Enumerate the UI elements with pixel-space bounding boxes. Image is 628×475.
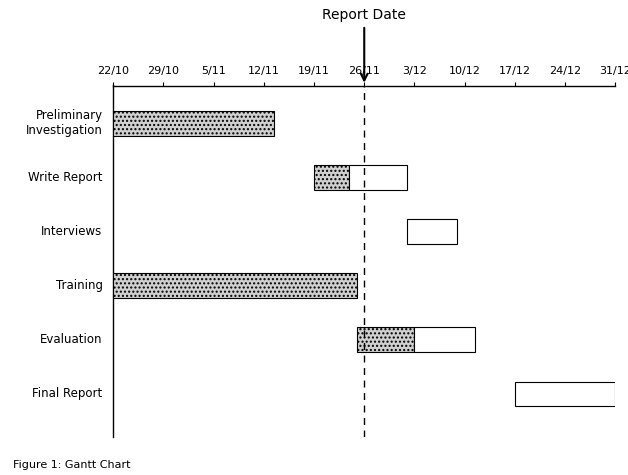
Text: Figure 1: Gantt Chart: Figure 1: Gantt Chart (13, 460, 130, 470)
Bar (314, 165, 349, 190)
Bar (113, 274, 357, 298)
Bar (407, 219, 457, 244)
Bar (349, 165, 407, 190)
Bar (357, 327, 414, 352)
Bar (515, 381, 615, 406)
Bar (414, 327, 475, 352)
Text: Report Date: Report Date (322, 8, 406, 80)
Bar (113, 111, 274, 135)
